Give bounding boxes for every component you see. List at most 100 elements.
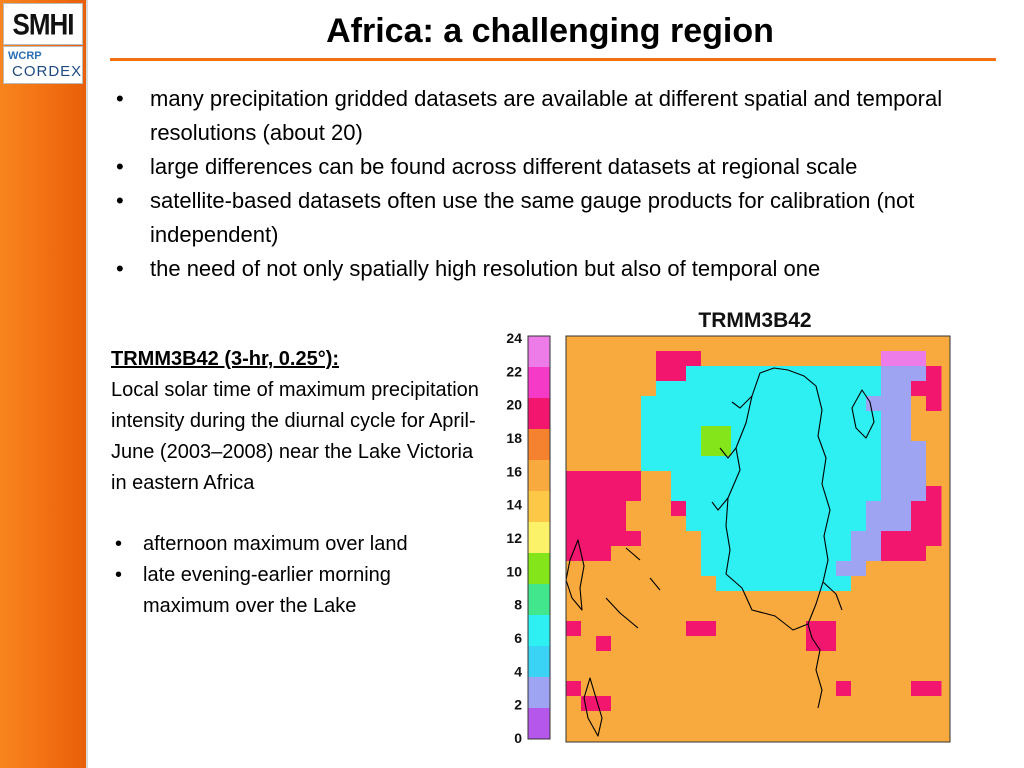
map-cell <box>731 621 747 637</box>
map-cell <box>836 486 852 502</box>
map-cell <box>776 681 792 697</box>
map-cell <box>686 366 702 382</box>
map-cell <box>821 561 837 577</box>
map-cell <box>836 531 852 547</box>
map-cell <box>866 486 882 502</box>
map-cell <box>866 696 882 712</box>
map-cell <box>596 366 612 382</box>
map-cell <box>641 636 657 652</box>
map-cell <box>791 666 807 682</box>
map-cell <box>701 441 717 457</box>
map-cell <box>866 396 882 412</box>
map-cell <box>896 726 912 742</box>
map-cell <box>566 426 582 442</box>
map-cell <box>686 441 702 457</box>
map-cell <box>641 396 657 412</box>
map-cell <box>866 366 882 382</box>
map-cell <box>641 681 657 697</box>
map-cell <box>821 456 837 472</box>
map-cell <box>836 711 852 727</box>
map-cell <box>611 516 627 532</box>
map-cell <box>626 426 642 442</box>
map-cell <box>791 516 807 532</box>
map-cell <box>656 726 672 742</box>
map-cell <box>581 666 597 682</box>
map-cell <box>671 456 687 472</box>
map-cell <box>851 381 867 397</box>
map-cell <box>776 396 792 412</box>
map-cell <box>611 636 627 652</box>
map-cell <box>716 576 732 592</box>
map-cell <box>581 516 597 532</box>
map-title: TRMM3B42 <box>698 309 811 332</box>
caption-heading: TRMM3B42 (3-hr, 0.25°): <box>111 348 340 370</box>
map-cell <box>926 636 942 652</box>
map-cell <box>701 351 717 367</box>
map-cell <box>821 606 837 622</box>
map-cell <box>776 531 792 547</box>
map-cell <box>671 486 687 502</box>
map-cell <box>566 561 582 577</box>
map-cell <box>611 531 627 547</box>
map-cell <box>806 351 822 367</box>
map-cell <box>911 411 927 427</box>
map-cell <box>581 486 597 502</box>
map-cell <box>731 516 747 532</box>
map-cell <box>746 471 762 487</box>
map-cell <box>836 411 852 427</box>
map-cell <box>926 651 942 667</box>
map-cell <box>731 606 747 622</box>
map-cell <box>686 351 702 367</box>
map-cell <box>836 501 852 517</box>
map-cell <box>566 531 582 547</box>
map-cell <box>851 666 867 682</box>
title-rule <box>110 58 996 61</box>
map-cell <box>746 606 762 622</box>
map-cell <box>671 621 687 637</box>
map-cell <box>686 696 702 712</box>
caption-bullet-item: afternoon maximum over land <box>111 529 481 560</box>
map-cell <box>581 651 597 667</box>
map-cell <box>701 696 717 712</box>
map-cell <box>836 471 852 487</box>
map-cell <box>776 456 792 472</box>
map-cell <box>851 501 867 517</box>
caption-bullet-list: afternoon maximum over land late evening… <box>111 529 481 622</box>
map-cell <box>881 591 897 607</box>
map-cell <box>701 411 717 427</box>
map-cell <box>641 381 657 397</box>
map-cell <box>656 636 672 652</box>
map-cell <box>926 711 942 727</box>
map-cell <box>731 576 747 592</box>
wcrp-logo-text: WCRP <box>8 50 42 62</box>
map-cell <box>776 486 792 502</box>
map-cell <box>746 546 762 562</box>
map-cell <box>911 606 927 622</box>
map-cell <box>656 711 672 727</box>
map-cell <box>926 336 942 352</box>
map-cell <box>581 696 597 712</box>
map-cell <box>896 576 912 592</box>
map-cell <box>581 561 597 577</box>
map-cell <box>716 396 732 412</box>
map-cell <box>626 336 642 352</box>
map-cell <box>671 351 687 367</box>
map-cell <box>806 336 822 352</box>
map-cell <box>656 516 672 532</box>
map-cell <box>821 336 837 352</box>
map-cell <box>686 621 702 637</box>
map-cell <box>656 546 672 562</box>
map-cell <box>656 486 672 502</box>
map-cell <box>656 366 672 382</box>
colorbar-tick-label: 20 <box>506 397 522 413</box>
map-cell <box>686 486 702 502</box>
map-cell <box>701 426 717 442</box>
map-cell <box>671 426 687 442</box>
map-cell <box>836 366 852 382</box>
map-cell <box>566 456 582 472</box>
map-cell <box>671 411 687 427</box>
map-cell <box>626 456 642 472</box>
map-cell <box>896 396 912 412</box>
